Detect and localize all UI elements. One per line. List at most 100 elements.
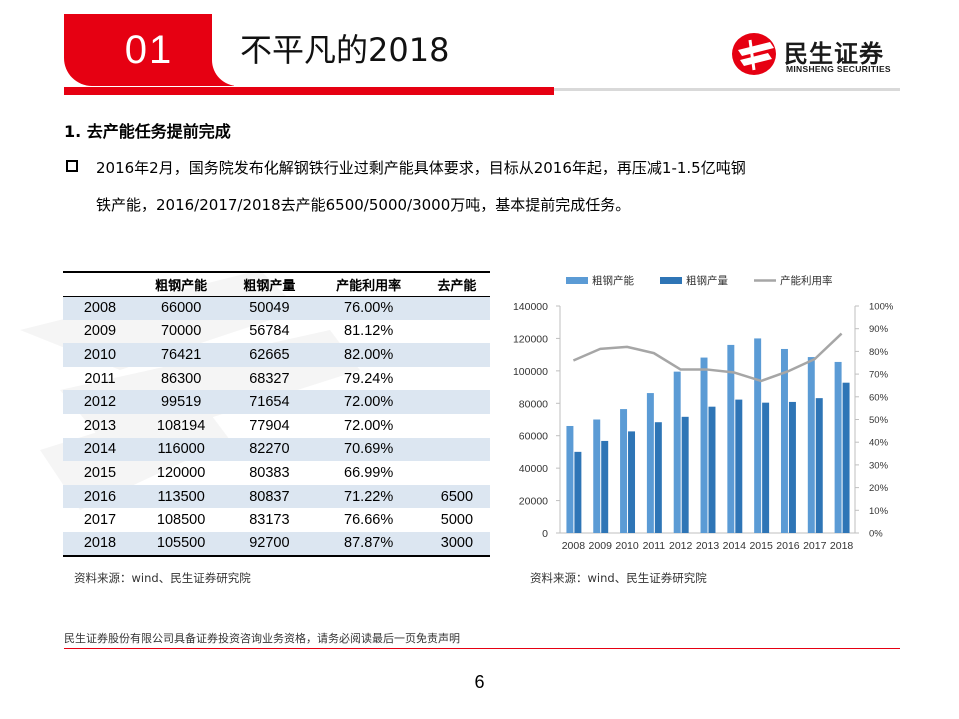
table-cell: 116000 bbox=[137, 437, 226, 462]
right-tick-label: 40% bbox=[869, 438, 889, 449]
table-cell: 108500 bbox=[156, 512, 206, 529]
right-tick-label: 10% bbox=[869, 506, 889, 517]
page-number: 6 bbox=[474, 672, 485, 692]
table-cell: 2016 bbox=[63, 484, 137, 509]
table-cell: 66.99% bbox=[344, 464, 394, 481]
left-tick-label: 40000 bbox=[519, 463, 548, 475]
page-title: 不平凡的2018 bbox=[240, 31, 450, 69]
table-cell: 62665 bbox=[225, 343, 314, 367]
table-cell: 113500 bbox=[137, 484, 226, 509]
bar-output bbox=[815, 398, 823, 533]
table-cell: 86300 bbox=[160, 370, 202, 387]
bar-capacity bbox=[834, 361, 842, 533]
table-cell: 71654 bbox=[225, 390, 314, 414]
table-cell bbox=[423, 437, 490, 462]
table-cell: 70.69% bbox=[313, 437, 424, 462]
table-cell: 2010 bbox=[63, 343, 137, 367]
right-tick-label: 20% bbox=[869, 483, 889, 494]
table-header-cell: 产能利用率 bbox=[313, 272, 424, 297]
table-cell: 68327 bbox=[249, 370, 290, 387]
bar-capacity bbox=[807, 357, 815, 533]
bar-output bbox=[628, 431, 636, 533]
table-row: 2011 86300 68327 79.24% bbox=[63, 367, 490, 391]
table-cell bbox=[423, 343, 490, 367]
table-cell: 2013 bbox=[83, 417, 117, 434]
table-row: 2014 116000 82270 70.69% bbox=[63, 437, 490, 462]
logo-name-en: MINSHENG SECURITIES bbox=[786, 64, 891, 74]
table-row: 2010 76421 62665 82.00% bbox=[63, 343, 490, 367]
capacity-chart: 粗钢产能 粗钢产量 产能利用率 0 20000 40000 60000 80000 100000… bbox=[513, 274, 894, 552]
section-heading: 1. 去产能任务提前完成 bbox=[64, 122, 231, 141]
header-red-block bbox=[64, 14, 234, 86]
table-cell: 92700 bbox=[225, 531, 314, 556]
table-cell: 77904 bbox=[249, 417, 290, 434]
left-tick-label: 80000 bbox=[519, 398, 548, 410]
bar-capacity bbox=[700, 357, 708, 533]
bar-capacity bbox=[754, 338, 762, 533]
logo-name-cn: 民生证券 bbox=[784, 40, 884, 68]
left-tick-label: 100000 bbox=[513, 366, 548, 378]
legend-label: 粗钢产量 bbox=[686, 274, 728, 287]
footer-divider bbox=[64, 648, 900, 649]
x-tick-label: 2009 bbox=[589, 540, 613, 552]
table-cell: 120000 bbox=[156, 464, 206, 481]
left-tick-label: 140000 bbox=[513, 301, 548, 313]
bullet-square-icon bbox=[66, 160, 78, 172]
table-cell: 82.00% bbox=[313, 343, 424, 367]
section-number: 01 bbox=[124, 28, 174, 72]
x-tick-label: 2012 bbox=[669, 540, 693, 552]
bullet-paragraph: 2016年2月，国务院发布化解钢铁行业过剩产能具体要求，目标从2016年起，再压… bbox=[96, 150, 896, 224]
table-row: 2015 120000 80383 66.99% bbox=[63, 461, 490, 485]
table-header-cell: 去产能 bbox=[423, 272, 490, 297]
table-cell: 71.22% bbox=[313, 484, 424, 509]
x-tick-label: 2015 bbox=[749, 540, 773, 552]
table-cell: 82270 bbox=[225, 437, 314, 462]
right-tick-label: 80% bbox=[869, 347, 889, 358]
table-cell: 72.00% bbox=[344, 417, 394, 434]
table-cell: 66000 bbox=[137, 296, 226, 320]
company-logo: 民生证券 MINSHENG SECURITIES bbox=[730, 30, 910, 82]
bar-output bbox=[842, 382, 850, 533]
right-tick-label: 0% bbox=[869, 529, 883, 540]
table-cell bbox=[423, 390, 490, 414]
right-tick-label: 90% bbox=[869, 324, 889, 335]
table-cell: 108194 bbox=[156, 417, 206, 434]
table-row: 2017 108500 83173 76.66% 5000 bbox=[63, 508, 490, 532]
bullet-line-2: 铁产能，2016/2017/2018去产能6500/5000/3000万吨，基本… bbox=[96, 196, 631, 214]
table-cell: 76.00% bbox=[313, 296, 424, 320]
bar-capacity bbox=[646, 393, 654, 533]
table-header-cell: 粗钢产量 bbox=[225, 272, 314, 297]
table-cell: 99519 bbox=[137, 390, 226, 414]
x-tick-label: 2008 bbox=[562, 540, 586, 552]
table-header-row: 粗钢产能 粗钢产量 产能利用率 去产能 bbox=[63, 272, 490, 297]
bullet-line-1: 2016年2月，国务院发布化解钢铁行业过剩产能具体要求，目标从2016年起，再压… bbox=[96, 159, 746, 177]
left-tick-label: 0 bbox=[542, 528, 548, 540]
legend-label: 粗钢产能 bbox=[592, 274, 634, 287]
table-cell bbox=[424, 414, 490, 438]
bar-capacity bbox=[593, 419, 601, 533]
table-header-cell: 粗钢产能 bbox=[137, 272, 226, 297]
table-cell: 105500 bbox=[137, 531, 226, 556]
bar-output bbox=[654, 422, 662, 533]
table-row: 2013 108194 77904 72.00% bbox=[63, 414, 490, 438]
table-row: 2012 99519 71654 72.00% bbox=[63, 390, 490, 414]
bar-output bbox=[735, 399, 743, 533]
utilization-line bbox=[572, 332, 843, 383]
table-cell: 80383 bbox=[249, 464, 290, 481]
left-tick-label: 60000 bbox=[519, 431, 548, 443]
bar-capacity bbox=[727, 344, 735, 533]
table-row: 2018 105500 92700 87.87% 3000 bbox=[63, 531, 490, 556]
table-cell: 5000 bbox=[440, 512, 474, 529]
table-cell: 2008 bbox=[63, 296, 137, 320]
bar-output bbox=[574, 451, 582, 533]
x-tick-label: 2018 bbox=[830, 540, 854, 552]
table-cell: 2011 bbox=[84, 370, 116, 387]
table-cell: 87.87% bbox=[313, 531, 424, 556]
chart-source: 资料来源：wind、民生证券研究院 bbox=[530, 571, 707, 585]
bar-capacity bbox=[673, 371, 681, 533]
header-tab-notch bbox=[212, 14, 272, 86]
x-tick-label: 2011 bbox=[643, 540, 666, 552]
x-tick-label: 2016 bbox=[776, 540, 800, 552]
bar-capacity bbox=[780, 348, 788, 533]
table-cell: 2014 bbox=[63, 437, 137, 462]
